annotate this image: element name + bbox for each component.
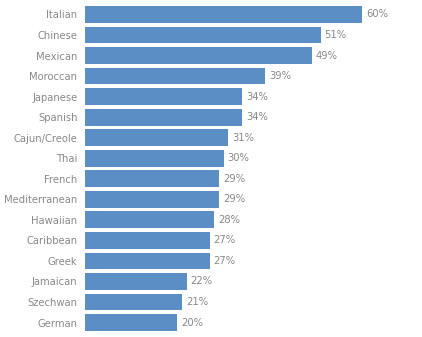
Bar xyxy=(85,191,219,208)
Bar xyxy=(85,273,187,290)
Text: 30%: 30% xyxy=(227,153,249,163)
Bar xyxy=(85,129,228,146)
Text: 29%: 29% xyxy=(223,174,245,184)
Bar xyxy=(85,88,242,105)
Bar xyxy=(85,150,224,167)
Text: 20%: 20% xyxy=(181,317,203,328)
Text: 49%: 49% xyxy=(315,51,337,61)
Bar xyxy=(85,6,362,23)
Text: 27%: 27% xyxy=(214,256,235,266)
Text: 51%: 51% xyxy=(325,30,346,40)
Bar xyxy=(85,47,311,64)
Text: 31%: 31% xyxy=(232,133,254,143)
Bar xyxy=(85,294,182,310)
Text: 39%: 39% xyxy=(269,71,291,81)
Bar xyxy=(85,252,210,269)
Text: 22%: 22% xyxy=(190,276,213,286)
Text: 29%: 29% xyxy=(223,194,245,204)
Text: 21%: 21% xyxy=(186,297,208,307)
Bar xyxy=(85,170,219,187)
Bar xyxy=(85,232,210,249)
Text: 28%: 28% xyxy=(218,215,240,225)
Text: 34%: 34% xyxy=(246,92,268,101)
Text: 27%: 27% xyxy=(214,236,235,245)
Text: 60%: 60% xyxy=(366,9,388,20)
Text: 34%: 34% xyxy=(246,112,268,122)
Bar xyxy=(85,314,178,331)
Bar xyxy=(85,211,214,228)
Bar xyxy=(85,109,242,126)
Bar xyxy=(85,27,321,43)
Bar xyxy=(85,68,265,85)
